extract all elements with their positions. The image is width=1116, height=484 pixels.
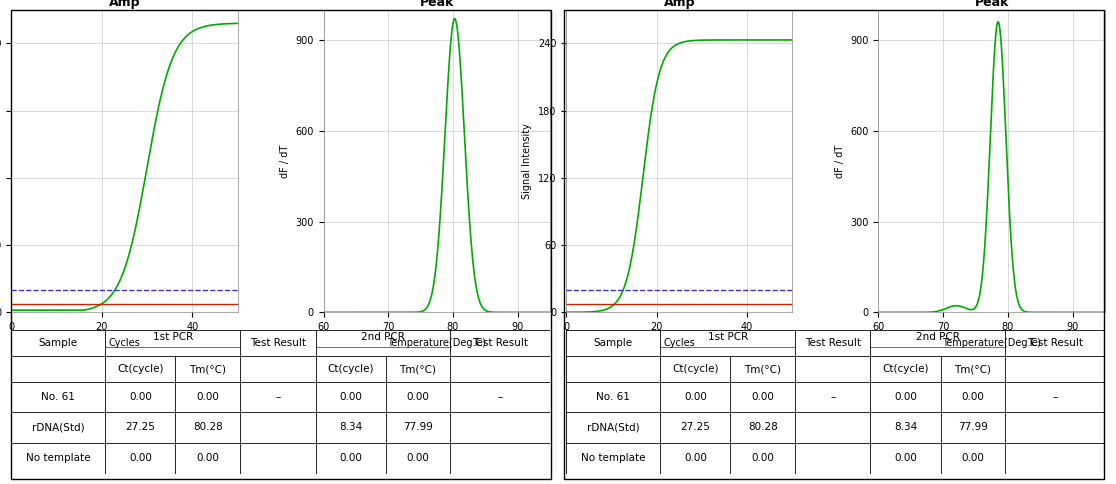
Text: Tm(°C): Tm(°C) bbox=[954, 364, 991, 374]
Y-axis label: dF / dT: dF / dT bbox=[280, 144, 290, 178]
Text: 0.00: 0.00 bbox=[129, 454, 152, 464]
Text: Test Result: Test Result bbox=[805, 338, 860, 348]
Text: 0.00: 0.00 bbox=[961, 392, 984, 402]
Text: 1st PCR: 1st PCR bbox=[153, 333, 193, 342]
Text: Tm(°C): Tm(°C) bbox=[190, 364, 227, 374]
Text: 80.28: 80.28 bbox=[748, 423, 778, 433]
Text: –: – bbox=[498, 392, 502, 402]
Text: Test Result: Test Result bbox=[472, 338, 528, 348]
Text: 0.00: 0.00 bbox=[751, 454, 775, 464]
Text: 8.34: 8.34 bbox=[894, 423, 917, 433]
Text: Tm(°C): Tm(°C) bbox=[400, 364, 436, 374]
Text: 0.00: 0.00 bbox=[196, 392, 219, 402]
Text: 8.34: 8.34 bbox=[339, 423, 363, 433]
Text: 2nd PCR: 2nd PCR bbox=[360, 333, 405, 342]
X-axis label: Temperature(Deg.C): Temperature(Deg.C) bbox=[942, 338, 1041, 348]
Text: 77.99: 77.99 bbox=[403, 423, 433, 433]
Text: 0.00: 0.00 bbox=[894, 392, 917, 402]
Text: No. 61: No. 61 bbox=[596, 392, 631, 402]
X-axis label: Temperature(Deg.C): Temperature(Deg.C) bbox=[387, 338, 487, 348]
Text: 0.00: 0.00 bbox=[196, 454, 219, 464]
Title: Peak: Peak bbox=[420, 0, 454, 9]
Title: Amp: Amp bbox=[108, 0, 141, 9]
Text: 0.00: 0.00 bbox=[129, 392, 152, 402]
Text: –: – bbox=[830, 392, 836, 402]
Text: –: – bbox=[1052, 392, 1058, 402]
Text: rDNA(Std): rDNA(Std) bbox=[32, 423, 85, 433]
Text: Test Result: Test Result bbox=[1027, 338, 1083, 348]
Text: No. 61: No. 61 bbox=[41, 392, 75, 402]
Y-axis label: Signal Intensity: Signal Intensity bbox=[522, 123, 532, 199]
Text: rDNA(Std): rDNA(Std) bbox=[587, 423, 639, 433]
Text: 0.00: 0.00 bbox=[406, 454, 430, 464]
Text: Sample: Sample bbox=[594, 338, 633, 348]
Text: Ct(cycle): Ct(cycle) bbox=[883, 364, 929, 374]
Text: Ct(cycle): Ct(cycle) bbox=[327, 364, 374, 374]
Text: 0.00: 0.00 bbox=[339, 392, 362, 402]
Text: 27.25: 27.25 bbox=[125, 423, 155, 433]
Text: 2nd PCR: 2nd PCR bbox=[916, 333, 960, 342]
Title: Peak: Peak bbox=[974, 0, 1009, 9]
Text: 0.00: 0.00 bbox=[339, 454, 362, 464]
Text: 0.00: 0.00 bbox=[684, 392, 706, 402]
Text: 1st PCR: 1st PCR bbox=[708, 333, 748, 342]
Text: Tm(°C): Tm(°C) bbox=[744, 364, 781, 374]
Text: 80.28: 80.28 bbox=[193, 423, 223, 433]
X-axis label: Cycles: Cycles bbox=[663, 338, 695, 348]
Text: 0.00: 0.00 bbox=[751, 392, 775, 402]
Text: –: – bbox=[276, 392, 280, 402]
Text: Ct(cycle): Ct(cycle) bbox=[672, 364, 719, 374]
Text: 27.25: 27.25 bbox=[681, 423, 710, 433]
Text: 0.00: 0.00 bbox=[894, 454, 917, 464]
Title: Amp: Amp bbox=[664, 0, 695, 9]
Text: No template: No template bbox=[26, 454, 90, 464]
Y-axis label: dF / dT: dF / dT bbox=[835, 144, 845, 178]
Text: Sample: Sample bbox=[39, 338, 78, 348]
X-axis label: Cycles: Cycles bbox=[108, 338, 141, 348]
Text: 0.00: 0.00 bbox=[406, 392, 430, 402]
Text: Ct(cycle): Ct(cycle) bbox=[117, 364, 164, 374]
Text: 77.99: 77.99 bbox=[958, 423, 988, 433]
Text: Test Result: Test Result bbox=[250, 338, 306, 348]
Text: No template: No template bbox=[581, 454, 645, 464]
Text: 0.00: 0.00 bbox=[684, 454, 706, 464]
Text: 0.00: 0.00 bbox=[961, 454, 984, 464]
